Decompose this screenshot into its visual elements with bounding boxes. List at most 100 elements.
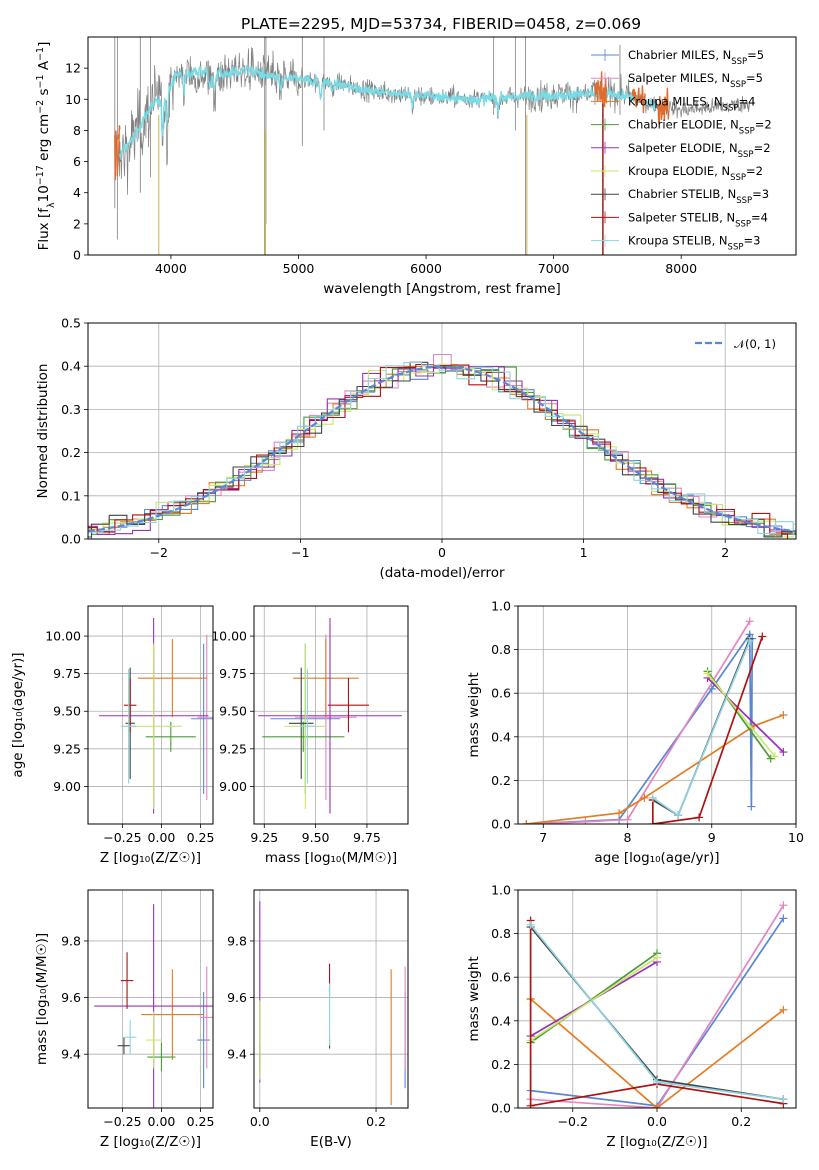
x-tick-label: 7000 [538, 261, 570, 276]
panel-mass-vs-Z: −0.25 0.00 0.25 9.4 9.6 9.8 Z [log₁₀(Z/Z☉)] mas… [34, 889, 215, 1150]
y-axis-label-part: s [36, 88, 52, 99]
y-tick-label: 9.25 [53, 741, 81, 756]
legend-entry-sub: SSP [739, 127, 755, 137]
legend-entry-suffix: =3 [752, 187, 769, 201]
y-axis-label-part: ] [36, 42, 52, 47]
histogram-lime [88, 363, 796, 538]
x-axis-label: wavelength [Angstrom, rest frame] [323, 281, 561, 297]
x-axis-label: Z [log₁₀(Z/Z☉)] [100, 1134, 201, 1150]
x-tick-label: 6000 [410, 261, 442, 276]
y-tick-label: 6 [73, 154, 81, 169]
y-tick-label: 10.00 [45, 629, 81, 644]
series-marker-red [526, 1101, 535, 1108]
legend-entry-suffix: =5 [746, 71, 763, 85]
series-marker-lime [703, 669, 712, 678]
y-axis-label: mass weight [466, 956, 482, 1041]
axes-frame [253, 605, 409, 825]
spectrum-model-edge [114, 125, 121, 181]
x-tick-label: 0.2 [731, 1114, 751, 1129]
y-tick-label: 1.0 [491, 599, 511, 614]
series-marker-cyan [526, 920, 535, 929]
series-line-lime [706, 673, 776, 757]
series-line-green [530, 952, 658, 1044]
gaussian-legend-label: 𝒩(0, 1) [734, 337, 776, 351]
legend-entry: Chabrier ELODIE, NSSP=2 [628, 118, 772, 137]
series-line-red [529, 920, 784, 1107]
series-marker-pink [623, 815, 632, 824]
histogram-gray [88, 361, 796, 538]
legend-entry-text: Salpeter STELIB, N [628, 210, 735, 224]
series-marker-cyan [648, 793, 657, 802]
x-axis-label: Z [log₁₀(Z/Z☉)] [606, 1134, 707, 1150]
series-marker-red [695, 813, 704, 822]
x-tick-label: 0.25 [187, 1114, 215, 1129]
x-axis-label: Z [log₁₀(Z/Z☉)] [100, 850, 201, 866]
legend-entry-text: Salpeter MILES, N [628, 71, 730, 85]
y-axis-label-part: 10 [36, 185, 52, 202]
x-tick-label: −0.25 [103, 830, 141, 845]
y-axis-label-part: −1 [35, 74, 46, 88]
series-line-red [651, 636, 764, 824]
y-axis-label-part: erg cm [36, 114, 52, 165]
y-tick-label: 9.00 [53, 779, 81, 794]
y-tick-label: 9.50 [53, 704, 81, 719]
x-tick-label: 4000 [155, 261, 187, 276]
series-marker-lime [653, 953, 661, 962]
y-axis-label: mass weight [466, 672, 482, 757]
histogram-pink [88, 353, 796, 535]
y-tick-label: 0.6 [491, 970, 511, 985]
y-tick-label: 0.0 [491, 1101, 511, 1116]
y-axis-label: mass [log₁₀(M/M☉)] [34, 933, 50, 1065]
x-tick-label: 0.0 [647, 1114, 667, 1129]
series-marker-orange [653, 1104, 661, 1108]
x-tick-label: 8 [624, 830, 632, 845]
y-tick-label: 0.1 [61, 488, 81, 503]
y-axis-label-part: Flux [f [36, 207, 52, 251]
plot-area [259, 901, 406, 1106]
x-tick-label: 0.2 [366, 1114, 386, 1129]
y-axis-label-part: λ [46, 202, 57, 208]
x-axis-label: age [log₁₀(age/yr)] [594, 850, 719, 866]
x-tick-label: 8000 [665, 261, 697, 276]
spectrum-model-line [116, 65, 657, 160]
series-marker-orange [779, 711, 788, 719]
legend-entry-text: Kroupa STELIB, N [628, 234, 728, 248]
plot-area [114, 37, 751, 255]
legend-entry-sub: SSP [736, 196, 752, 206]
axes-frame [87, 605, 214, 825]
y-tick-label: 12 [65, 61, 81, 76]
y-tick-label: 0.0 [61, 532, 81, 547]
series-marker-orange [779, 1005, 788, 1014]
panel-mass-vs-EBV: 0.0 0.2 9.4 9.6 9.8 E(B-V) [227, 889, 409, 1150]
panel-age-vs-Z: −0.25 0.00 0.25 9.00 9.25 9.50 9.75 10.00 Z [log… [10, 605, 215, 866]
series-line-pink [530, 904, 785, 1108]
legend-entry-text: Kroupa ELODIE, N [628, 164, 730, 178]
x-tick-label: 9 [708, 830, 716, 845]
x-tick-label: 2 [721, 545, 729, 560]
series-line-gray [652, 638, 751, 817]
plot-area [258, 618, 402, 814]
axes-frame [517, 605, 797, 825]
x-tick-label: 0.25 [187, 830, 215, 845]
gaussian-curve [88, 365, 796, 533]
y-tick-label: 9.6 [61, 990, 81, 1005]
y-axis-label: Normed distribution [35, 364, 51, 499]
legend-entry: Salpeter ELODIE, NSSP=2 [628, 141, 771, 160]
series-line-blue [526, 631, 754, 824]
y-axis-label-part: −2 [35, 100, 46, 114]
legend-entry-text: Chabrier MILES, N [628, 48, 731, 62]
series-line-pink [526, 620, 751, 824]
x-axis-label: E(B-V) [310, 1134, 352, 1150]
plot-area [88, 353, 796, 539]
y-tick-label: 0.2 [491, 773, 511, 788]
y-tick-label: 9.75 [53, 666, 81, 681]
y-tick-label: 0.4 [491, 1013, 511, 1028]
series-marker-lime [770, 752, 779, 761]
y-axis-label-part: −1 [35, 47, 46, 61]
plot-area [94, 904, 213, 1108]
series-marker-cyan [745, 636, 754, 645]
legend-entry: Kroupa ELODIE, NSSP=2 [628, 164, 763, 183]
x-tick-label: 9.25 [250, 830, 278, 845]
series-marker-blue [747, 802, 756, 811]
y-tick-label: 9.8 [61, 933, 81, 948]
